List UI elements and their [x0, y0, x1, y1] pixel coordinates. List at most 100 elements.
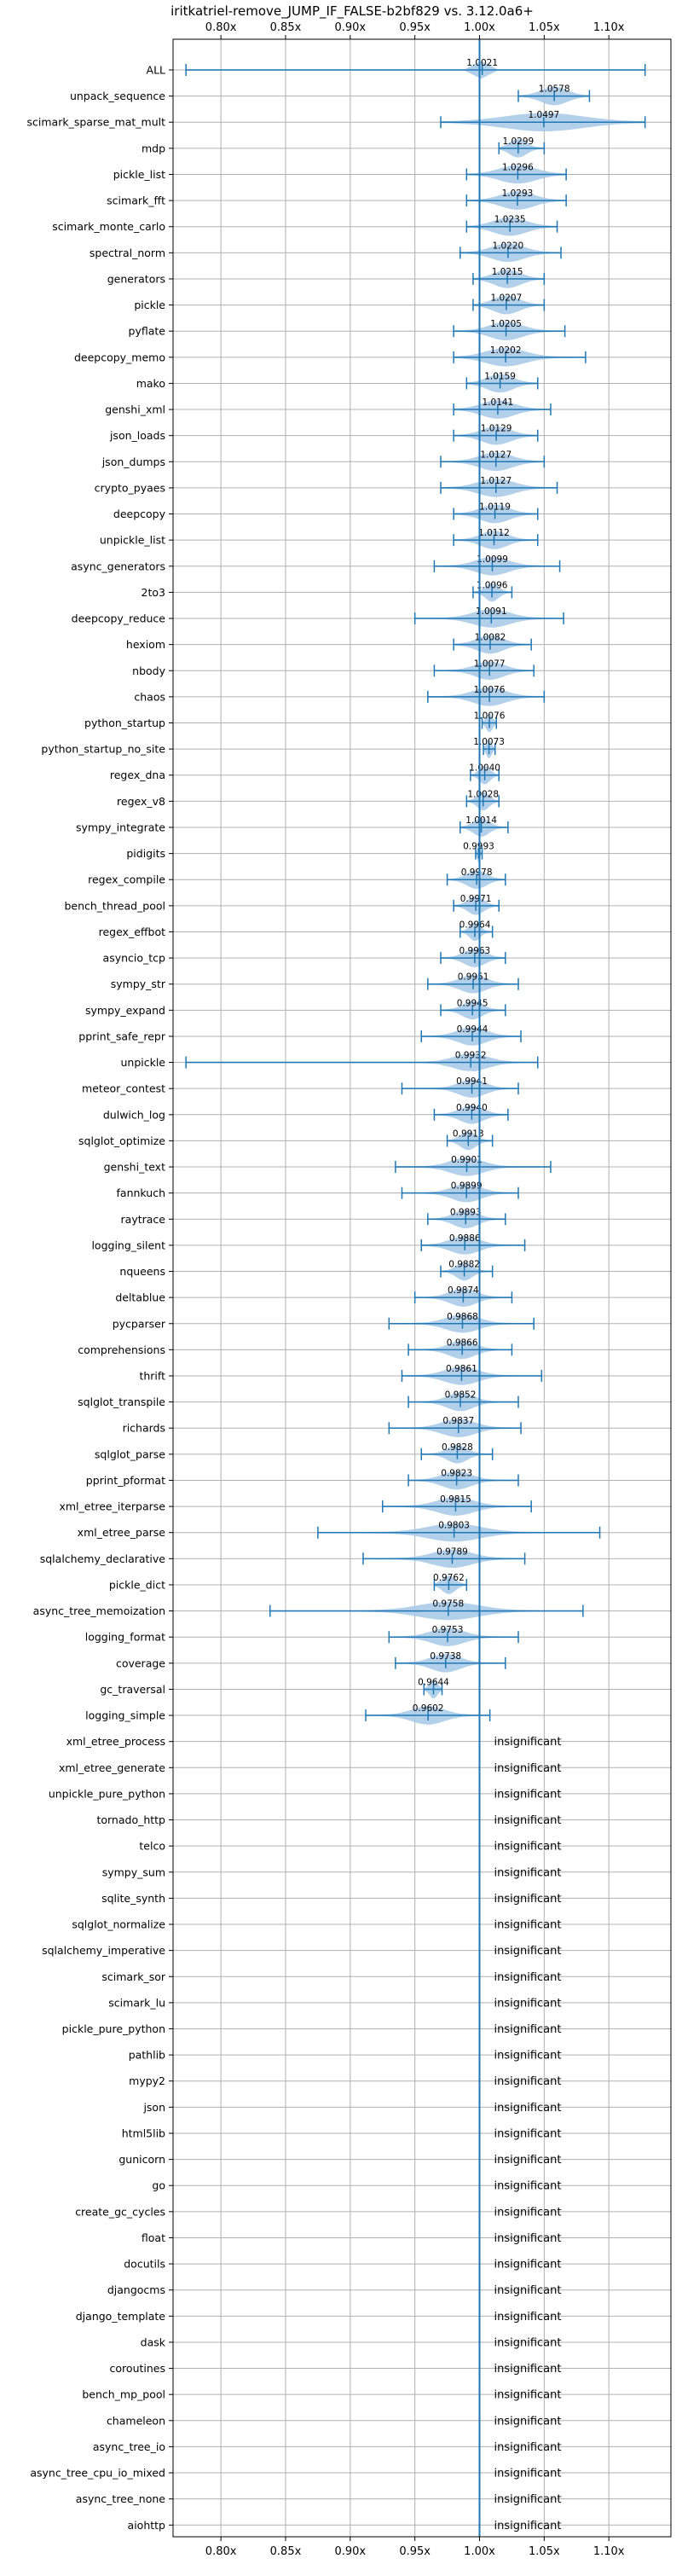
benchmark-name-label: genshi_text: [104, 1161, 165, 1174]
value-label: 1.0235: [494, 215, 526, 225]
benchmark-name-label: nbody: [132, 664, 165, 677]
value-label: 1.0127: [480, 476, 512, 486]
benchmark-name-label: python_startup_no_site: [41, 743, 165, 756]
benchmark-name-label: xml_etree_generate: [59, 1761, 165, 1774]
benchmark-name-label: xml_etree_iterparse: [59, 1500, 165, 1513]
benchmark-name-label: ALL: [147, 64, 166, 77]
value-label: 0.9882: [448, 1260, 480, 1270]
benchmark-violin: 0.9789: [362, 1546, 526, 1569]
value-label: 1.0021: [466, 58, 498, 68]
benchmark-name-label: pickle_pure_python: [62, 2022, 165, 2035]
benchmark-name-label: unpack_sequence: [70, 90, 165, 102]
benchmark-violin: 0.9899: [401, 1181, 519, 1203]
benchmark-violin: 0.9828: [420, 1442, 494, 1464]
benchmark-name-label: pyflate: [129, 325, 166, 338]
benchmark-violin: 0.9644: [418, 1677, 449, 1699]
benchmark-name-label: aiohttp: [128, 2519, 166, 2532]
benchmark-name-label: richards: [123, 1422, 165, 1435]
insignificant-label: insignificant: [494, 2468, 562, 2480]
insignificant-label: insignificant: [494, 1945, 562, 1958]
benchmark-name-label: scimark_sor: [101, 1970, 165, 1983]
value-label: 0.9823: [441, 1468, 472, 1478]
benchmark-name-label: gc_traversal: [100, 1683, 165, 1696]
benchmark-violin: 0.9852: [407, 1390, 519, 1412]
value-label: 1.0073: [473, 737, 505, 747]
x-tick-label-top: 0.90x: [334, 21, 366, 34]
value-label: 0.9913: [453, 1128, 484, 1139]
benchmark-violin: 1.0127: [440, 450, 546, 472]
x-tick-label-bottom: 1.05x: [529, 2545, 560, 2558]
value-label: 0.9886: [449, 1233, 481, 1244]
benchmark-violin: 0.9753: [388, 1625, 519, 1646]
value-label: 1.0082: [475, 633, 506, 643]
benchmark-name-label: dulwich_log: [103, 1108, 165, 1121]
insignificant-label: insignificant: [494, 2023, 562, 2036]
value-label: 1.0099: [477, 554, 508, 565]
x-tick-label-top: 1.00x: [464, 21, 495, 34]
benchmark-name-label: sqlglot_optimize: [78, 1134, 165, 1147]
value-label: 0.9753: [432, 1625, 464, 1635]
insignificant-label: insignificant: [494, 2389, 562, 2402]
benchmark-name-label: sqlalchemy_imperative: [42, 1944, 165, 1957]
benchmark-name-label: xml_etree_parse: [78, 1526, 166, 1539]
benchmark-name-label: docutils: [124, 2258, 165, 2271]
benchmark-name-label: sympy_str: [111, 978, 166, 990]
value-label: 1.0296: [502, 162, 534, 172]
benchmark-violin: 0.9803: [317, 1521, 601, 1542]
value-label: 1.0159: [484, 371, 516, 381]
benchmark-violin: 1.0299: [498, 136, 546, 158]
benchmark-name-label: pprint_pformat: [86, 1474, 165, 1487]
value-label: 0.9762: [433, 1573, 465, 1583]
value-label: 0.9815: [440, 1494, 471, 1505]
benchmark-name-label: djangocms: [107, 2283, 165, 2296]
benchmark-violin: 1.0099: [433, 554, 561, 576]
benchmark-name-label: scimark_sparse_mat_mult: [27, 116, 166, 129]
benchmark-violin: 0.9941: [401, 1076, 519, 1098]
benchmark-violin: 0.9971: [453, 894, 500, 915]
benchmark-name-label: scimark_fft: [107, 194, 165, 207]
benchmark-violin: 0.9882: [440, 1260, 494, 1281]
benchmark-violin: 0.9861: [401, 1364, 543, 1385]
benchmark-violin: 1.0127: [440, 476, 558, 497]
benchmark-violin: 1.0207: [472, 293, 546, 315]
benchmark-name-label: fannkuch: [117, 1186, 165, 1199]
benchmark-name-label: logging_simple: [85, 1709, 165, 1722]
value-label: 0.9758: [432, 1599, 464, 1610]
benchmark-name-label: crypto_pyaes: [95, 481, 165, 494]
benchmark-name-label: nqueens: [119, 1265, 165, 1278]
benchmark-name-label: sqlglot_parse: [95, 1448, 165, 1460]
insignificant-label: insignificant: [494, 2075, 562, 2088]
x-tick-label-bottom: 0.90x: [334, 2545, 366, 2558]
benchmark-violin: 1.0159: [465, 371, 539, 393]
value-label: 0.9899: [451, 1181, 483, 1192]
value-label: 0.9964: [459, 920, 491, 930]
value-label: 0.9828: [442, 1442, 473, 1453]
benchmark-name-label: bench_thread_pool: [64, 899, 165, 912]
benchmark-violin: 1.0076: [474, 711, 506, 733]
x-axis-ticks: 0.80x 0.80x 0.85x 0.85x 0.90x 0.90x 0.95x 0.95x…: [169, 21, 625, 2558]
benchmark-name-label: async_tree_none: [76, 2492, 166, 2505]
benchmark-violin: 0.9868: [388, 1312, 535, 1333]
benchmark-violin: 1.0112: [453, 528, 539, 549]
benchmark-violin: 0.9993: [463, 842, 494, 863]
x-tick-label-top: 0.95x: [399, 21, 431, 34]
benchmark-violin: 1.0014: [459, 815, 509, 837]
benchmark-name-label: django_template: [76, 2310, 166, 2323]
value-label: 0.9941: [456, 1076, 488, 1087]
insignificant-label: insignificant: [494, 2154, 562, 2167]
benchmark-violin: 1.0235: [465, 215, 558, 236]
benchmark-name-label: pathlib: [129, 2049, 165, 2062]
benchmark-violin: 0.9762: [433, 1573, 468, 1594]
benchmark-name-label: dask: [141, 2335, 166, 2348]
benchmark-name-label: async_tree_cpu_io_mixed: [30, 2467, 165, 2480]
value-label: 1.0040: [469, 763, 500, 774]
insignificant-label: insignificant: [494, 2102, 562, 2115]
x-tick-label-bottom: 1.10x: [593, 2545, 625, 2558]
value-label: 1.0141: [483, 397, 514, 408]
value-label: 1.0077: [474, 659, 506, 669]
benchmark-name-label: gunicorn: [118, 2153, 165, 2166]
benchmark-name-label: pprint_safe_repr: [78, 1030, 166, 1042]
value-label: 0.9852: [445, 1390, 477, 1401]
benchmark-violin: 0.9901: [395, 1155, 552, 1176]
